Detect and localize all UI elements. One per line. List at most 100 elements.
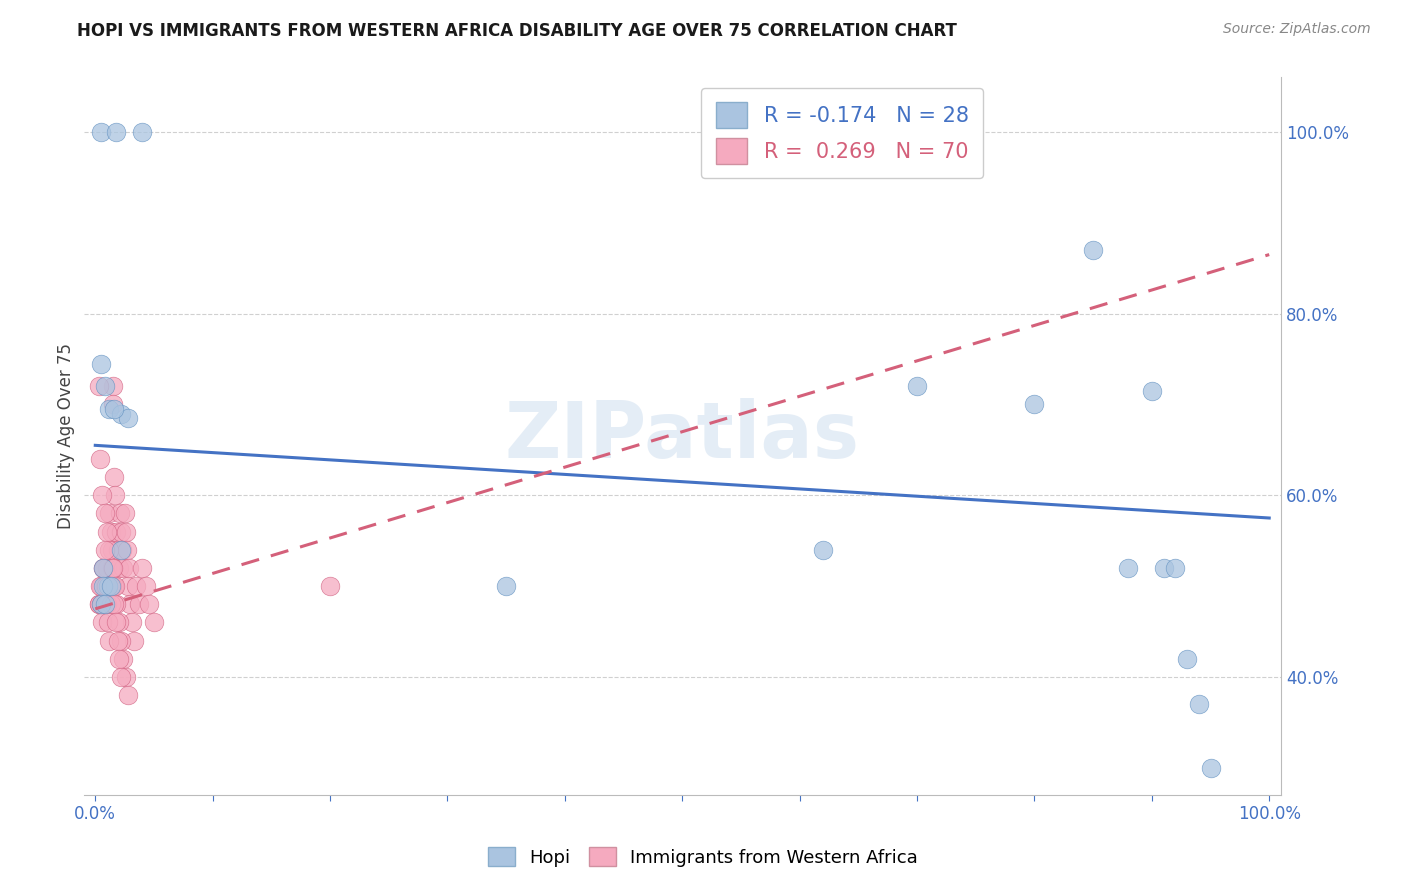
Point	[96, 597, 118, 611]
Point	[319, 579, 342, 593]
Point	[90, 579, 112, 593]
Point	[100, 524, 122, 539]
Point	[93, 579, 115, 593]
Point	[100, 542, 122, 557]
Point	[107, 542, 129, 557]
Point	[104, 579, 127, 593]
Point	[90, 597, 112, 611]
Point	[105, 125, 128, 139]
Point	[110, 542, 132, 557]
Point	[89, 452, 111, 467]
Point	[495, 579, 517, 593]
Point	[1199, 761, 1222, 775]
Text: HOPI VS IMMIGRANTS FROM WESTERN AFRICA DISABILITY AGE OVER 75 CORRELATION CHART: HOPI VS IMMIGRANTS FROM WESTERN AFRICA D…	[77, 22, 957, 40]
Point	[103, 470, 125, 484]
Point	[111, 542, 134, 557]
Point	[91, 488, 114, 502]
Point	[105, 524, 128, 539]
Point	[96, 561, 118, 575]
Point	[1024, 397, 1046, 411]
Point	[1081, 243, 1104, 257]
Point	[131, 561, 153, 575]
Point	[114, 507, 136, 521]
Point	[90, 597, 112, 611]
Point	[117, 688, 139, 702]
Point	[1175, 652, 1198, 666]
Text: Source: ZipAtlas.com: Source: ZipAtlas.com	[1223, 22, 1371, 37]
Point	[93, 597, 115, 611]
Point	[1164, 561, 1187, 575]
Point	[120, 597, 142, 611]
Point	[122, 633, 145, 648]
Point	[110, 633, 132, 648]
Point	[1118, 561, 1140, 575]
Point	[110, 670, 132, 684]
Point	[117, 411, 139, 425]
Point	[91, 597, 114, 611]
Point	[112, 652, 135, 666]
Point	[93, 379, 115, 393]
Point	[142, 615, 165, 630]
Point	[96, 524, 118, 539]
Point	[118, 561, 141, 575]
Point	[125, 579, 148, 593]
Text: ZIPatlas: ZIPatlas	[505, 398, 859, 475]
Legend: Hopi, Immigrants from Western Africa: Hopi, Immigrants from Western Africa	[481, 840, 925, 874]
Point	[100, 561, 122, 575]
Point	[1153, 561, 1175, 575]
Point	[89, 579, 111, 593]
Point	[905, 379, 928, 393]
Point	[114, 524, 136, 539]
Point	[107, 652, 129, 666]
Point	[101, 561, 124, 575]
Point	[1188, 697, 1211, 711]
Point	[100, 579, 122, 593]
Point	[811, 542, 834, 557]
Point	[100, 597, 122, 611]
Point	[138, 597, 160, 611]
Point	[94, 597, 117, 611]
Y-axis label: Disability Age Over 75: Disability Age Over 75	[58, 343, 75, 529]
Point	[97, 615, 120, 630]
Point	[115, 542, 138, 557]
Point	[105, 615, 128, 630]
Point	[103, 402, 125, 417]
Point	[105, 597, 128, 611]
Point	[103, 579, 125, 593]
Point	[107, 633, 129, 648]
Point	[114, 670, 136, 684]
Point	[112, 561, 135, 575]
Point	[94, 579, 117, 593]
Point	[107, 561, 129, 575]
Point	[93, 561, 115, 575]
Point	[128, 597, 150, 611]
Point	[93, 507, 115, 521]
Point	[108, 507, 131, 521]
Point	[121, 615, 143, 630]
Legend: R = -0.174   N = 28, R =  0.269   N = 70: R = -0.174 N = 28, R = 0.269 N = 70	[702, 87, 983, 178]
Point	[98, 542, 121, 557]
Point	[98, 507, 121, 521]
Point	[117, 579, 139, 593]
Point	[87, 597, 110, 611]
Point	[103, 597, 125, 611]
Point	[100, 579, 122, 593]
Point	[90, 357, 112, 371]
Point	[104, 488, 127, 502]
Point	[135, 579, 157, 593]
Point	[93, 542, 115, 557]
Point	[131, 125, 153, 139]
Point	[87, 379, 110, 393]
Point	[97, 579, 120, 593]
Point	[93, 579, 115, 593]
Point	[110, 524, 132, 539]
Point	[98, 402, 121, 417]
Point	[101, 379, 124, 393]
Point	[87, 597, 110, 611]
Point	[93, 561, 115, 575]
Point	[98, 633, 121, 648]
Point	[97, 579, 120, 593]
Point	[93, 561, 115, 575]
Point	[110, 407, 132, 421]
Point	[101, 397, 124, 411]
